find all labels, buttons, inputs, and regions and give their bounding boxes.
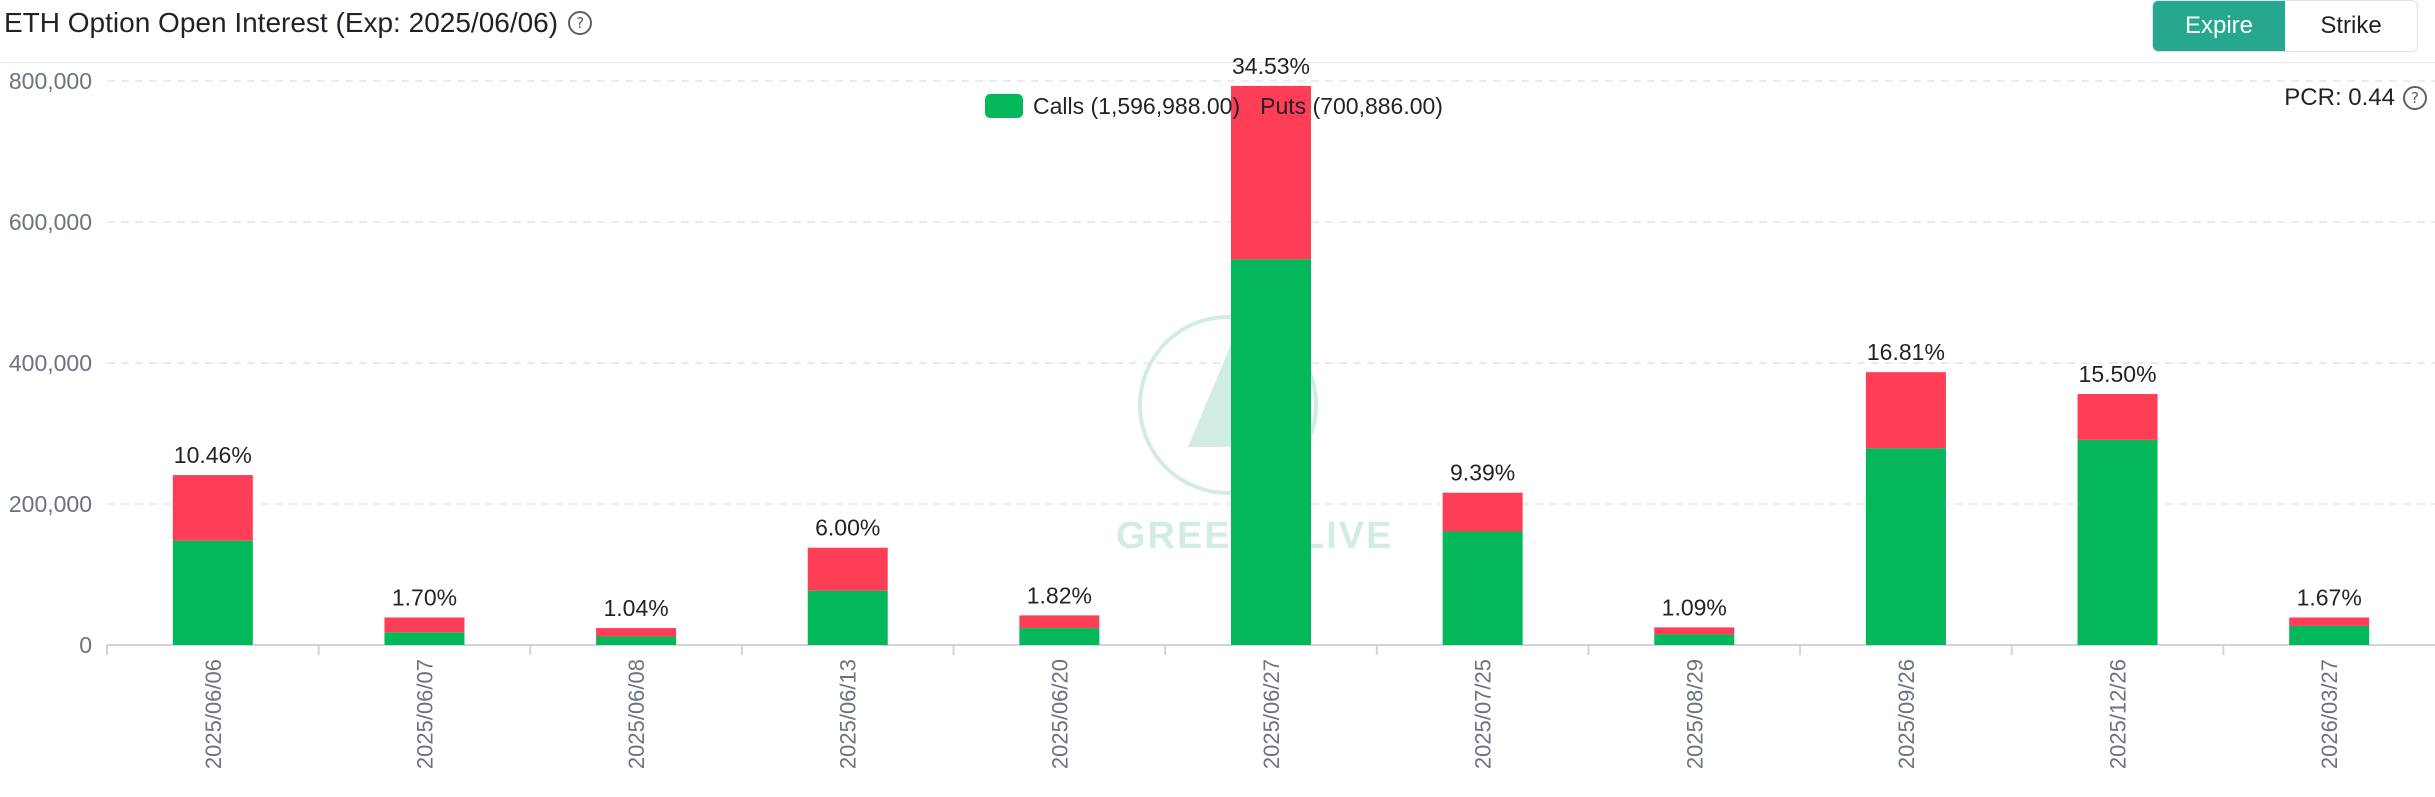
bar-puts [2289, 617, 2370, 626]
x-tick-label: 2025/06/20 [1047, 659, 1072, 769]
bar-percent-label: 1.70% [392, 585, 457, 611]
bar-calls [172, 540, 253, 645]
bar-calls [1442, 531, 1523, 645]
view-toggle: Expire Strike [2152, 0, 2418, 52]
bar-percent-label: 16.81% [1867, 339, 1945, 365]
bar-puts [1231, 85, 1311, 260]
bar-calls [1231, 259, 1311, 645]
legend-item-puts[interactable]: Puts (700,886.00) [1260, 93, 1443, 120]
bar-calls [2077, 439, 2158, 645]
x-tick-label: 2025/06/07 [412, 659, 437, 769]
bar-puts [1865, 372, 1946, 449]
bar-puts [1019, 615, 1100, 629]
legend-item-calls[interactable]: Calls (1,596,988.00) [985, 93, 1240, 120]
bar-puts [172, 475, 253, 541]
y-tick-label: 800,000 [9, 68, 92, 94]
bar-calls [596, 636, 677, 645]
y-tick-label: 200,000 [9, 491, 92, 517]
pcr-label: PCR: 0.44 [2284, 84, 2395, 111]
x-tick-label: 2025/12/26 [2106, 659, 2131, 769]
bar-puts [596, 628, 677, 637]
x-tick-label: 2025/06/13 [836, 659, 861, 769]
x-tick-label: 2025/09/26 [1894, 659, 1919, 769]
bar-calls [807, 590, 888, 645]
legend-label-calls: Calls (1,596,988.00) [1033, 92, 1241, 119]
bar-puts [384, 617, 465, 633]
question-circle-icon[interactable]: ? [568, 11, 593, 35]
bar-puts [1442, 492, 1523, 532]
bar-percent-label: 34.53% [1232, 53, 1310, 79]
watermark-logo-icon [1138, 315, 1318, 495]
x-tick-label: 2025/08/29 [1682, 659, 1707, 769]
chart-title-text: ETH Option Open Interest (Exp: 2025/06/0… [4, 7, 559, 38]
bar-percent-label: 1.09% [1662, 594, 1727, 620]
bar-percent-label: 1.04% [603, 595, 668, 621]
legend-label-puts: Puts (700,886.00) [1260, 92, 1443, 119]
pcr-help-icon[interactable]: ? [2403, 86, 2427, 110]
bar-percent-label: 1.82% [1027, 582, 1092, 608]
x-tick-label: 2025/06/06 [201, 659, 226, 769]
bar-percent-label: 9.39% [1450, 460, 1515, 486]
bar-calls [2289, 625, 2370, 645]
chart-legend: Calls (1,596,988.00) Puts (700,886.00) [985, 90, 1443, 122]
bar-puts [2077, 394, 2158, 440]
bar-puts [1654, 627, 1735, 635]
x-tick-label: 2026/03/27 [2317, 659, 2342, 769]
bar-percent-label: 15.50% [2079, 361, 2157, 387]
bar-puts [807, 547, 888, 591]
y-tick-label: 0 [79, 632, 92, 658]
bar-calls [1865, 448, 1946, 645]
bar-calls [384, 632, 465, 645]
bar-percent-label: 10.46% [174, 442, 252, 468]
toggle-strike-button[interactable]: Strike [2320, 12, 2382, 39]
header-bar: ETH Option Open Interest (Exp: 2025/06/0… [0, 0, 2435, 63]
x-tick-label: 2025/06/27 [1259, 659, 1284, 769]
chart-title: ETH Option Open Interest (Exp: 2025/06/0… [4, 7, 593, 39]
x-tick-label: 2025/06/08 [624, 659, 649, 769]
y-tick-label: 600,000 [9, 209, 92, 235]
bar-calls [1654, 634, 1735, 645]
legend-swatch-calls [985, 94, 1023, 118]
y-tick-label: 400,000 [9, 350, 92, 376]
x-tick-label: 2025/07/25 [1471, 659, 1496, 769]
bar-percent-label: 1.67% [2297, 585, 2362, 611]
pcr-readout: PCR: 0.44 ? [2284, 84, 2427, 112]
toggle-expire-button[interactable]: Expire [2153, 1, 2285, 51]
bar-percent-label: 6.00% [815, 515, 880, 541]
bar-calls [1019, 628, 1100, 645]
